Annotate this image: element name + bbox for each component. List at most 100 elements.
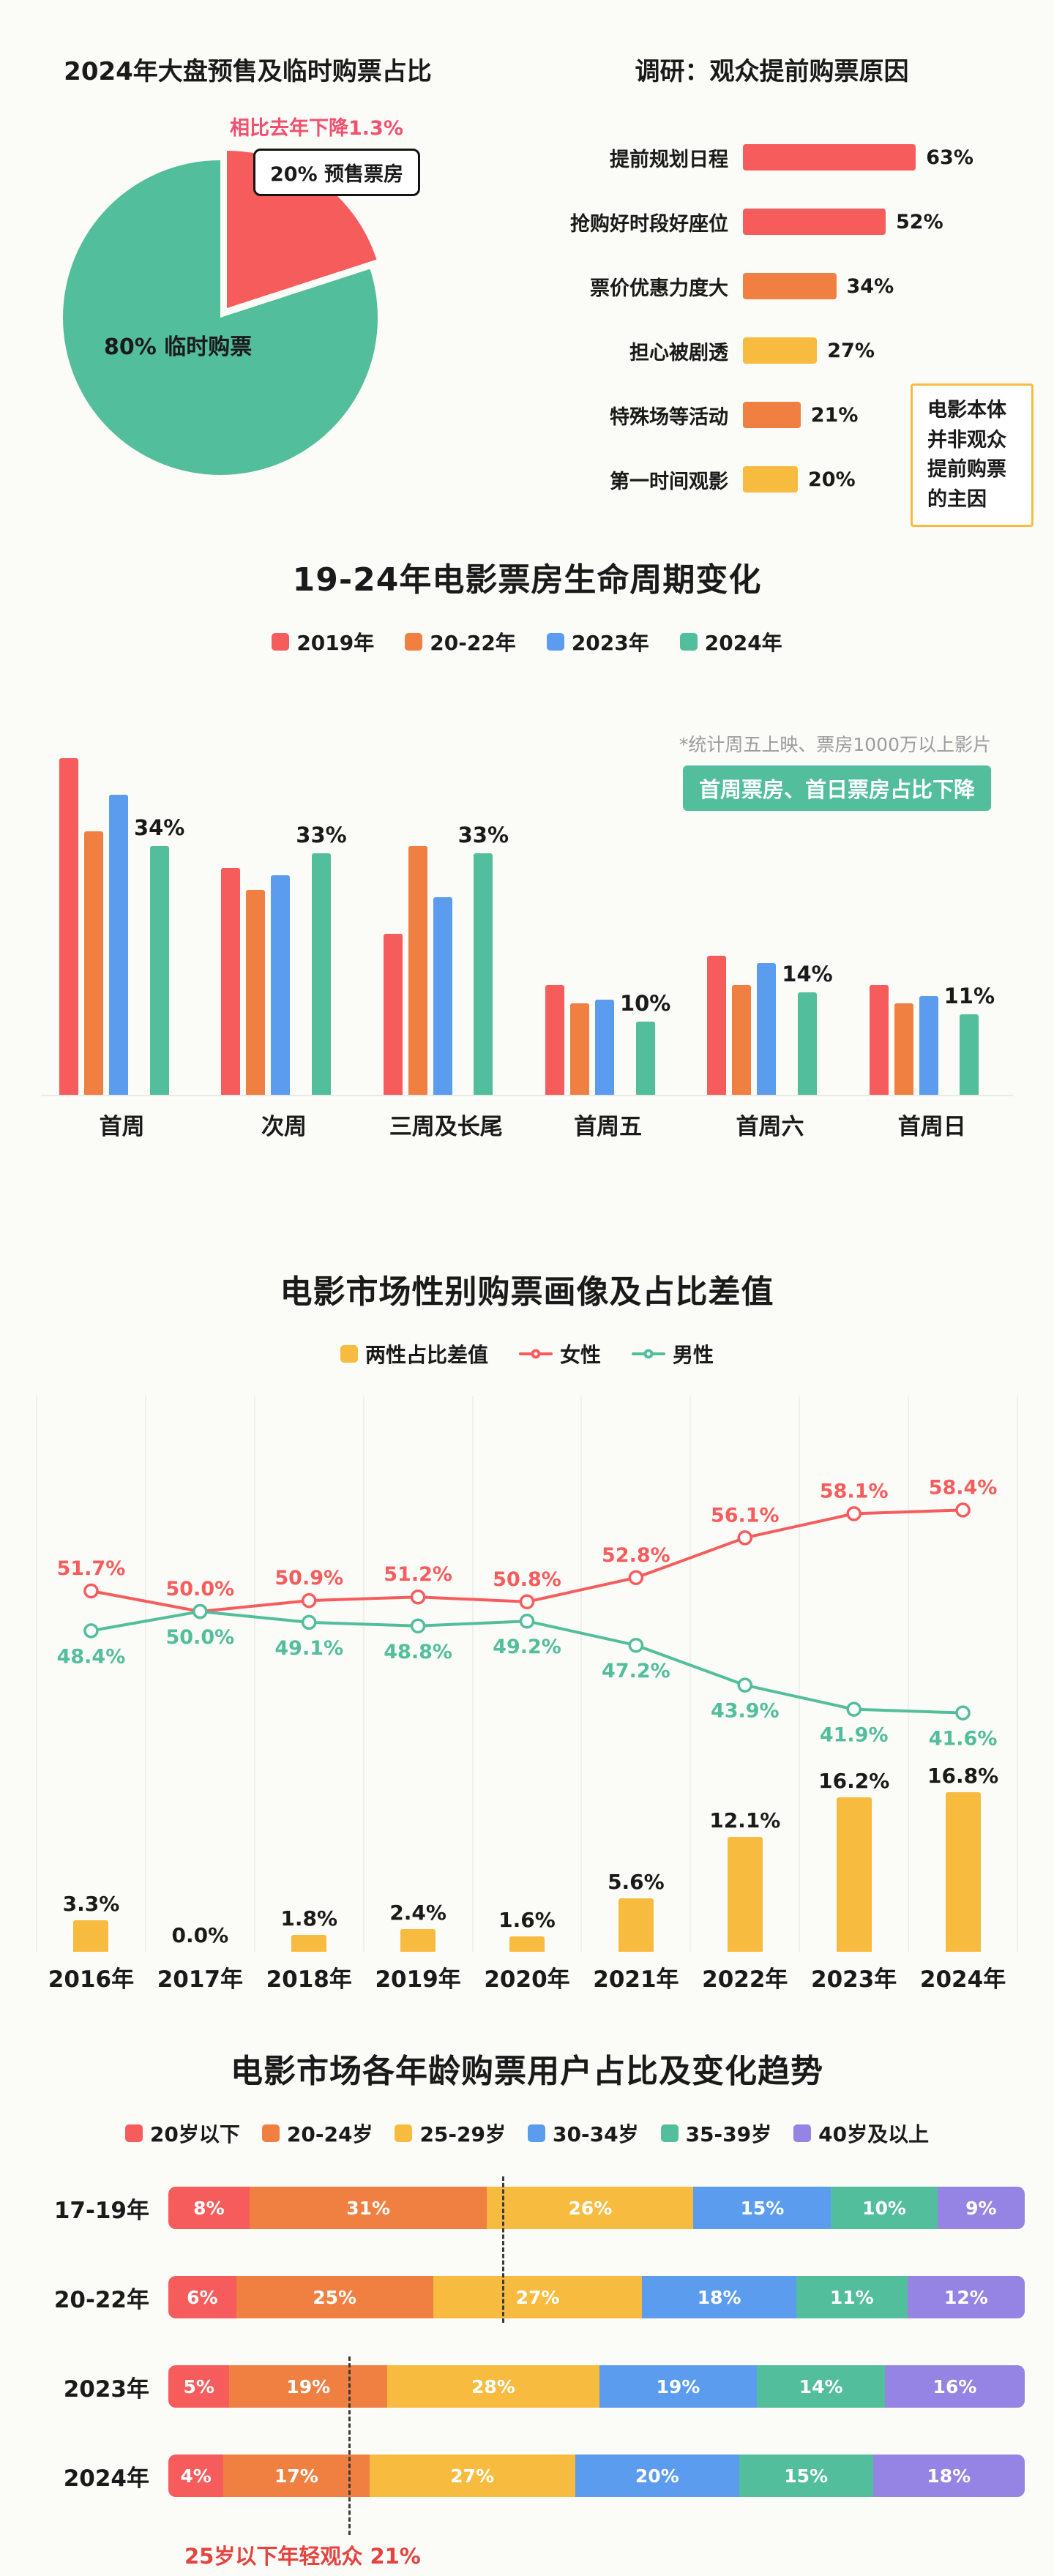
gridline [253,1396,255,1952]
segment-value-label: 6% [187,2286,218,2308]
survey-row-label: 提前规划日程 [610,148,728,171]
survey-row: 抢购好时段好座位 52% [501,190,1042,254]
gender-section: 电影市场性别购票画像及占比差值 两性占比差值 女性 男性 51.7% 50.0% 50.… [0,1141,1054,1993]
legend-dot-icon [643,1349,654,1359]
bar [73,1920,109,1952]
lifecycle-footnote: *统计周五上映、票房1000万以上影片 [679,734,991,755]
bar-column: 12.1% [690,1761,799,1952]
data-point [628,1570,644,1586]
gender-legend: 两性占比差值 女性 男性 [0,1339,1054,1368]
bar-segment: 17% [223,2455,370,2497]
bar-segment: 31% [249,2187,487,2229]
survey-value-label: 20% [808,468,856,491]
survey-panel: 调研：观众提前购票原因 提前规划日程 63% 抢购好时段好座位 52% 票价优惠力度大 3… [484,41,1042,527]
legend-item: 40岁及以上 [793,2119,929,2148]
bar [894,1003,913,1095]
bar [732,985,752,1095]
legend-item: 2024年 [679,627,782,656]
legend-swatch [528,2124,545,2142]
age-annotation: 25岁以下年轻观众 21% [184,2544,421,2569]
segment-value-label: 19% [656,2375,700,2397]
lifecycle-x-axis: 首周 次周 三周及长尾 首周五 首周六 首周日 [41,1108,1013,1141]
bar-column: 10% [620,991,670,1095]
bar-group: 11% [851,686,1013,1095]
row-label: 17-19年 [53,2197,149,2224]
data-label: 50.0% [165,1578,234,1600]
survey-row-label: 票价优惠力度大 [590,277,728,300]
bar [311,853,331,1095]
bar-column [732,985,752,1095]
legend-swatch [124,2124,143,2142]
bar-column: 11% [944,984,995,1095]
bar-segment: 18% [872,2455,1025,2497]
segment-value-label: 27% [515,2286,560,2308]
bar [797,992,817,1095]
x-axis-label: 2020年 [484,1966,570,1993]
gridline [471,1396,474,1952]
segment-value-label: 18% [697,2286,741,2308]
legend-swatch [272,633,290,651]
bar-segment: 11% [796,2276,908,2318]
bar-segment: 15% [739,2455,873,2497]
bar-value-label: 1.6% [498,1908,556,1933]
segment-value-label: 26% [568,2197,613,2219]
presale-pie-chart: 相比去年下降1.3% 20% 预售票房 80% 临时购票 [12,87,484,497]
bar-segment: 19% [599,2365,758,2408]
bar-column [408,846,427,1095]
segment-value-label: 14% [799,2375,843,2397]
segment-value-label: 11% [829,2286,874,2308]
data-label: 51.2% [384,1563,452,1586]
segment-value-label: 15% [740,2197,785,2219]
x-axis-label: 首周日 [897,1114,966,1140]
survey-row-label: 特殊场等活动 [610,405,728,429]
bar-column [545,985,564,1095]
infographic-page: 2024年大盘预售及临时购票占比 相比去年下降1.3% 20% 预售票房 80%… [0,41,1054,2569]
data-point [519,1613,535,1629]
x-axis-label: 首周 [99,1114,145,1140]
bar-value-label: 2.4% [389,1900,446,1925]
legend-swatch [660,2124,679,2142]
pie-label-presale: 20% 预售票房 [253,149,421,196]
bar-value-label: 1.8% [280,1906,338,1931]
segment-value-label: 4% [180,2465,212,2487]
survey-bar [743,273,837,299]
bar-column: 5.6% [581,1761,690,1952]
bar-column: 33% [458,823,509,1095]
survey-row: 第一时间观影 20% [501,447,1042,512]
survey-value-label: 21% [810,403,859,427]
stacked-bar-row: 2023年 5% 19% 28% 19% 14% 16% [29,2365,1025,2408]
bar [108,795,128,1095]
bar-segment: 25% [236,2276,433,2318]
presale-pie-panel: 2024年大盘预售及临时购票占比 相比去年下降1.3% 20% 预售票房 80%… [12,41,484,512]
gridline [1017,1396,1018,1952]
segment-value-label: 8% [193,2197,225,2219]
bar [919,996,938,1095]
survey-row: 提前规划日程 63% [501,125,1042,190]
legend-item: 男性 [632,1339,714,1368]
bar-value-label: 5.6% [608,1870,665,1895]
legend-label: 两性占比差值 [365,1343,488,1367]
bar [635,1022,655,1095]
data-label: 50.0% [165,1626,234,1649]
legend-label: 2023年 [571,631,649,655]
data-label: 58.1% [820,1480,889,1502]
legend-label: 20-24岁 [286,2122,373,2146]
data-label: 48.4% [57,1645,126,1668]
bar-segment: 8% [168,2187,250,2229]
data-point [955,1705,971,1721]
legend-swatch [261,2124,280,2142]
data-point [737,1530,753,1546]
bar-column [707,956,727,1095]
gridline [689,1396,692,1952]
bar-column: 3.3% [37,1761,146,1952]
survey-row: 特殊场等活动 21% [501,383,1042,447]
legend-label: 30-34岁 [553,2122,639,2146]
data-point [83,1623,99,1639]
stacked-bar-row: 17-19年 8% 31% 26% 15% 10% 9% [29,2187,1025,2229]
pie-annotation: 相比去年下降1.3% [230,117,403,140]
legend-label: 20-22年 [430,631,516,655]
bar-segment: 27% [369,2455,575,2497]
bar-group: 33% [203,686,365,1095]
age-dashed-line-upper [502,2176,504,2323]
bar-column [919,996,938,1095]
